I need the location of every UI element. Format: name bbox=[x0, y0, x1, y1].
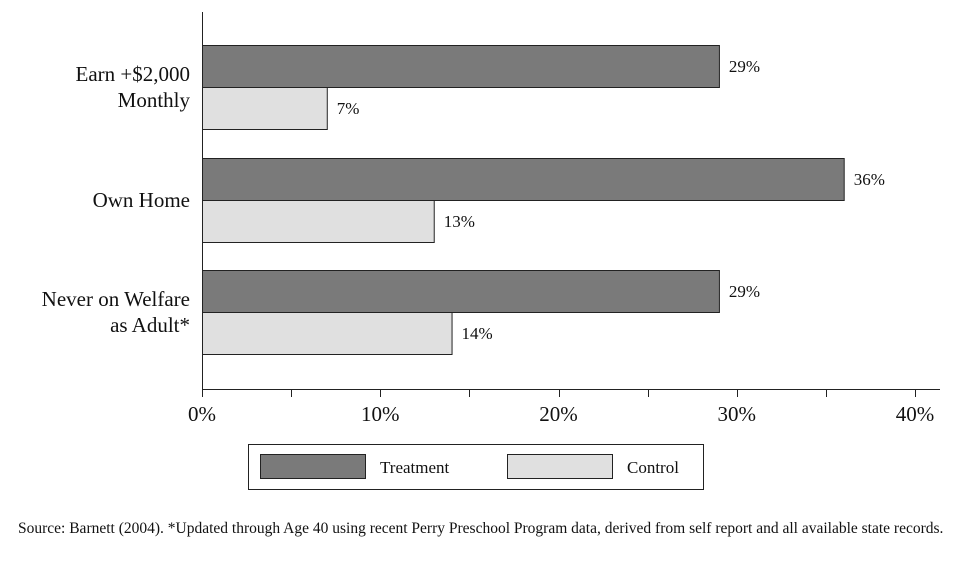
value-label-control-1: 13% bbox=[444, 212, 475, 231]
x-ticks: 0% 10% 20% 30% 40% bbox=[188, 389, 934, 426]
x-tick-label-2: 20% bbox=[539, 402, 578, 426]
legend-label-treatment: Treatment bbox=[380, 458, 450, 477]
bar-control-2 bbox=[202, 312, 453, 355]
x-tick-label-4: 40% bbox=[896, 402, 935, 426]
value-label-treatment-2: 29% bbox=[729, 282, 760, 301]
category-label-2-line-1: as Adult* bbox=[110, 313, 190, 337]
axes bbox=[202, 12, 940, 390]
bar-treatment-0 bbox=[202, 45, 720, 88]
value-label-treatment-0: 29% bbox=[729, 57, 760, 76]
value-label-control-0: 7% bbox=[337, 99, 360, 118]
bar-control-1 bbox=[202, 200, 435, 243]
value-label-treatment-1: 36% bbox=[854, 170, 885, 189]
category-label-0-line-1: Monthly bbox=[118, 88, 191, 112]
category-label-1-line-0: Own Home bbox=[93, 188, 190, 212]
bar-treatment-1 bbox=[202, 158, 845, 201]
category-label-2-line-0: Never on Welfare bbox=[42, 287, 190, 311]
source-note: Source: Barnett (2004). *Updated through… bbox=[18, 520, 944, 537]
legend: Treatment Control bbox=[248, 444, 704, 490]
bar-control-0 bbox=[202, 87, 328, 130]
bars bbox=[202, 45, 845, 355]
value-label-control-2: 14% bbox=[462, 324, 493, 343]
x-tick-label-1: 10% bbox=[361, 402, 400, 426]
value-labels: 29% 7% 36% 13% 29% 14% bbox=[337, 57, 885, 343]
legend-swatch-control bbox=[507, 454, 613, 479]
legend-label-control: Control bbox=[627, 458, 679, 477]
x-tick-label-0: 0% bbox=[188, 402, 216, 426]
bar-treatment-2 bbox=[202, 270, 720, 313]
category-label-0-line-0: Earn +$2,000 bbox=[76, 62, 191, 86]
legend-swatch-treatment bbox=[260, 454, 366, 479]
x-tick-label-3: 30% bbox=[718, 402, 757, 426]
